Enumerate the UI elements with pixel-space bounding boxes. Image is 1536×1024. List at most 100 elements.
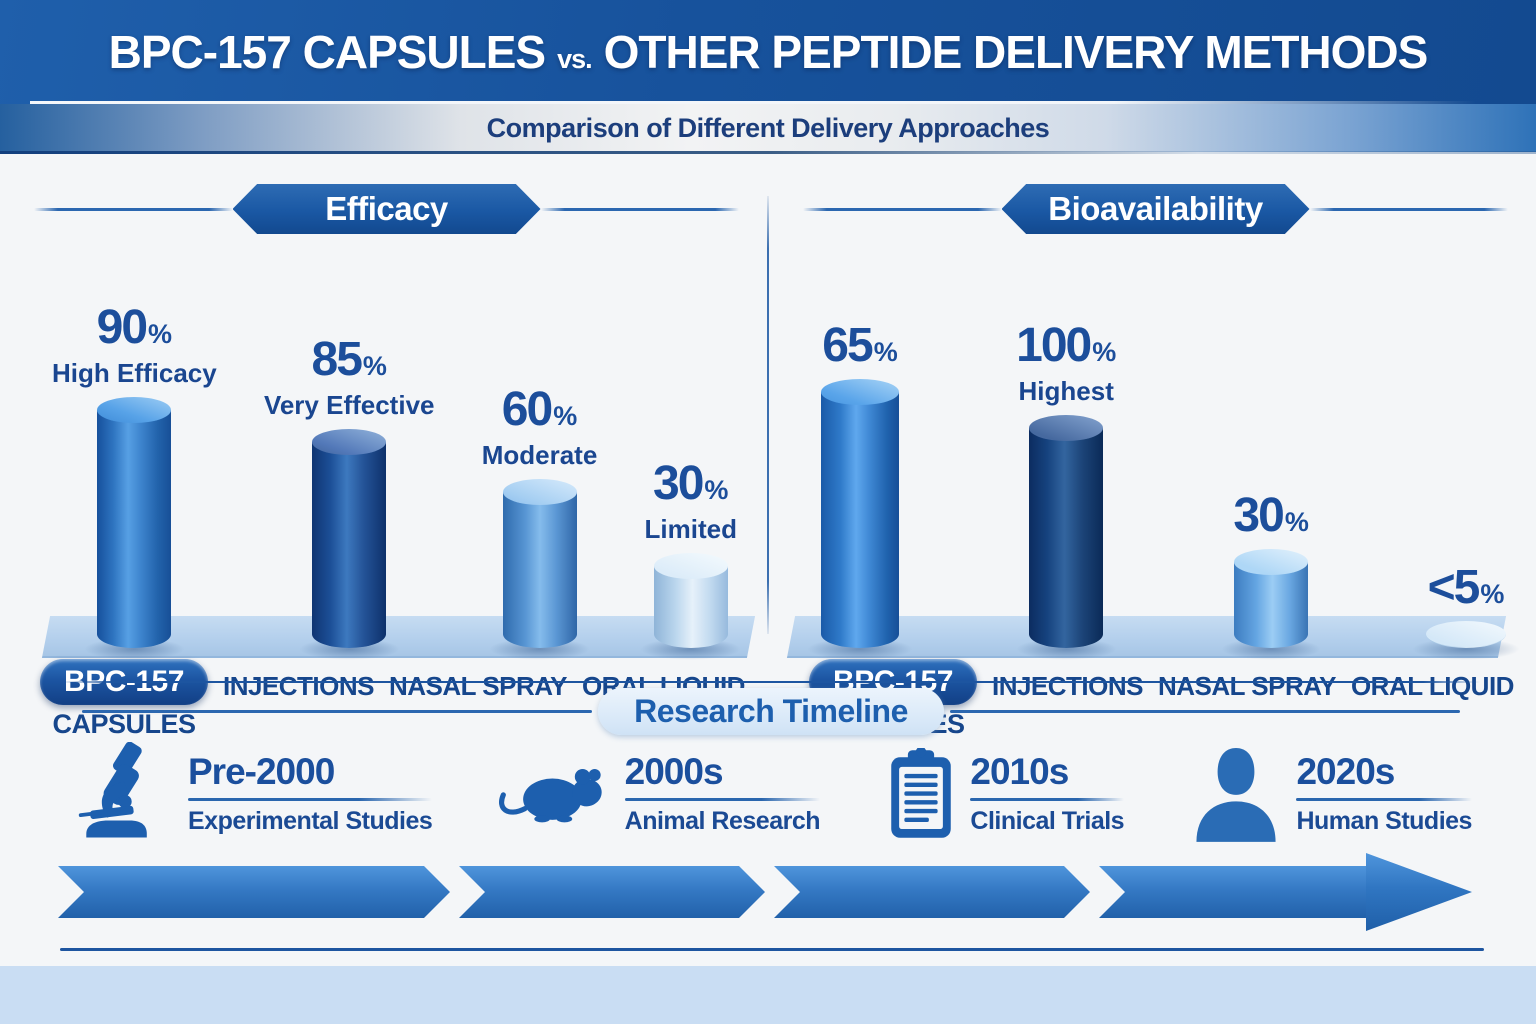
bar-sublabel: High Efficacy [52, 358, 217, 389]
timeline-label: Clinical Trials [970, 806, 1125, 835]
efficacy-bars-area: 90% High Efficacy 85% Very Effective 60%… [0, 234, 767, 739]
category-oral-liquid: ORAL LIQUID [1350, 671, 1515, 701]
underline-flourish [970, 797, 1125, 801]
timeline-text: 2020s Human Studies [1296, 751, 1472, 836]
timeline-item-2010s: 2010s Clinical Trials [886, 742, 1125, 846]
bar-oral-liquid: <5% [1411, 564, 1521, 660]
timeline-period: 2000s [624, 751, 724, 793]
bar-cylinder [1220, 549, 1322, 660]
bars-row: 65% 100% Highest 30% [806, 319, 1521, 660]
microscope-icon [78, 742, 174, 846]
bar-cylinder [806, 379, 914, 660]
timeline-items: Pre-2000 Experimental Studies 2000s [78, 742, 1472, 846]
clipboard-icon [886, 748, 956, 840]
divider-line [803, 207, 1002, 211]
timeline-period: Pre-2000 [188, 751, 335, 793]
page-title: BPC-157 CAPSULES vs. OTHER PEPTIDE DELIV… [108, 25, 1429, 79]
charts-row: Efficacy 90% High Efficacy 85% Very Effe… [0, 168, 1536, 739]
cylinder-top [1234, 549, 1309, 575]
bar-cylinder [1015, 415, 1117, 660]
cylinder-top [1029, 415, 1104, 441]
timeline-label: Animal Research [624, 806, 821, 835]
title-vs: vs. [557, 44, 593, 74]
bar-injections: 85% Very Effective [263, 333, 435, 660]
category-labels: BPC-157 CAPSULES INJECTIONS NASAL SPRAY … [40, 659, 745, 740]
underline-flourish [624, 797, 821, 801]
arrow-segment-3 [774, 866, 1090, 918]
bar-oral-liquid: 30% Limited [640, 457, 742, 660]
divider-line [1309, 207, 1508, 211]
cylinder-top [653, 553, 728, 579]
timeline-item-2020s: 2020s Human Studies [1190, 742, 1472, 846]
page-subtitle: Comparison of Different Delivery Approac… [486, 112, 1050, 143]
timeline-period: 2010s [970, 751, 1069, 793]
efficacy-badge: Efficacy [232, 184, 541, 234]
timeline-item-pre2000: Pre-2000 Experimental Studies [78, 742, 433, 846]
panel-divider [767, 196, 769, 634]
research-timeline-badge: Research Timeline [598, 688, 944, 735]
bar-value: 30% [653, 457, 729, 511]
cylinder-top [821, 379, 899, 405]
category-injections: INJECTIONS [222, 671, 375, 701]
bar-cylinder [640, 553, 742, 660]
efficacy-panel: Efficacy 90% High Efficacy 85% Very Effe… [0, 168, 767, 739]
title-main: BPC-157 CAPSULES [108, 26, 546, 78]
rat-icon [498, 758, 611, 830]
category-nasal-spray: NASAL SPRAY [388, 671, 568, 701]
category-injections: INJECTIONS [991, 671, 1144, 701]
bioavailability-badge: Bioavailability [1001, 184, 1310, 234]
divider-line [540, 207, 739, 211]
timeline-label: Experimental Studies [188, 806, 433, 835]
arrow-head [1366, 853, 1472, 931]
divider-line [82, 710, 593, 713]
underline-flourish [1296, 797, 1472, 801]
bar-sublabel: Limited [644, 514, 737, 545]
title-rest: OTHER PEPTIDE DELIVERY METHODS [603, 26, 1429, 78]
arrow-segment-1 [58, 866, 450, 918]
cylinder-top [97, 397, 172, 423]
timeline-item-2000s: 2000s Animal Research [498, 742, 821, 846]
bar-cylinder [298, 429, 400, 660]
footer-divider [60, 948, 1484, 951]
bar-value: 90% [96, 301, 173, 355]
category-nasal-spray: NASAL SPRAY [1157, 671, 1337, 701]
header-banner: BPC-157 CAPSULES vs. OTHER PEPTIDE DELIV… [0, 0, 1536, 104]
timeline-text: 2010s Clinical Trials [970, 751, 1125, 836]
person-icon [1190, 745, 1282, 843]
cylinder-top [312, 429, 387, 455]
footer-strip [0, 966, 1536, 1024]
timeline-text: Pre-2000 Experimental Studies [188, 751, 433, 836]
underline-flourish [188, 797, 433, 801]
bar-cylinder [489, 479, 590, 660]
bar-sublabel: Moderate [481, 440, 598, 471]
bioavailability-header: Bioavailability [803, 184, 1508, 234]
bar-sublabel: Highest [1018, 376, 1114, 407]
bar-bpc157-capsules: 90% High Efficacy [52, 301, 217, 660]
timeline-label: Human Studies [1296, 806, 1472, 835]
timeline-top-divider [60, 681, 1480, 683]
bar-value: 30% [1233, 489, 1309, 542]
timeline-header: Research Timeline [82, 688, 1460, 735]
bar-cylinder [1411, 621, 1521, 660]
cylinder-top [1425, 621, 1506, 647]
bpc157-capsules-label: CAPSULES [52, 709, 196, 739]
bar-cylinder [84, 397, 185, 660]
efficacy-header: Efficacy [34, 184, 739, 234]
timeline-arrow-band [58, 852, 1500, 932]
bar-nasal-spray: 30% [1220, 489, 1322, 660]
cylinder-top [502, 479, 577, 505]
bar-injections: 100% Highest [1015, 319, 1117, 660]
divider-line [949, 710, 1460, 713]
bar-value: 100% [1016, 319, 1117, 373]
bar-value: 85% [311, 333, 387, 387]
bar-sublabel: Very Effective [263, 390, 435, 421]
bar-value: 60% [501, 383, 578, 437]
timeline-text: 2000s Animal Research [624, 751, 821, 836]
arrow-segment-4 [1099, 866, 1367, 918]
bar-nasal-spray: 60% Moderate [481, 383, 598, 660]
bar-bpc157-capsules: 65% [806, 322, 914, 660]
timeline-period: 2020s [1296, 751, 1395, 793]
bioavailability-bars-area: 65% 100% Highest 30% [769, 234, 1536, 739]
arrow-segment-2 [459, 866, 765, 918]
